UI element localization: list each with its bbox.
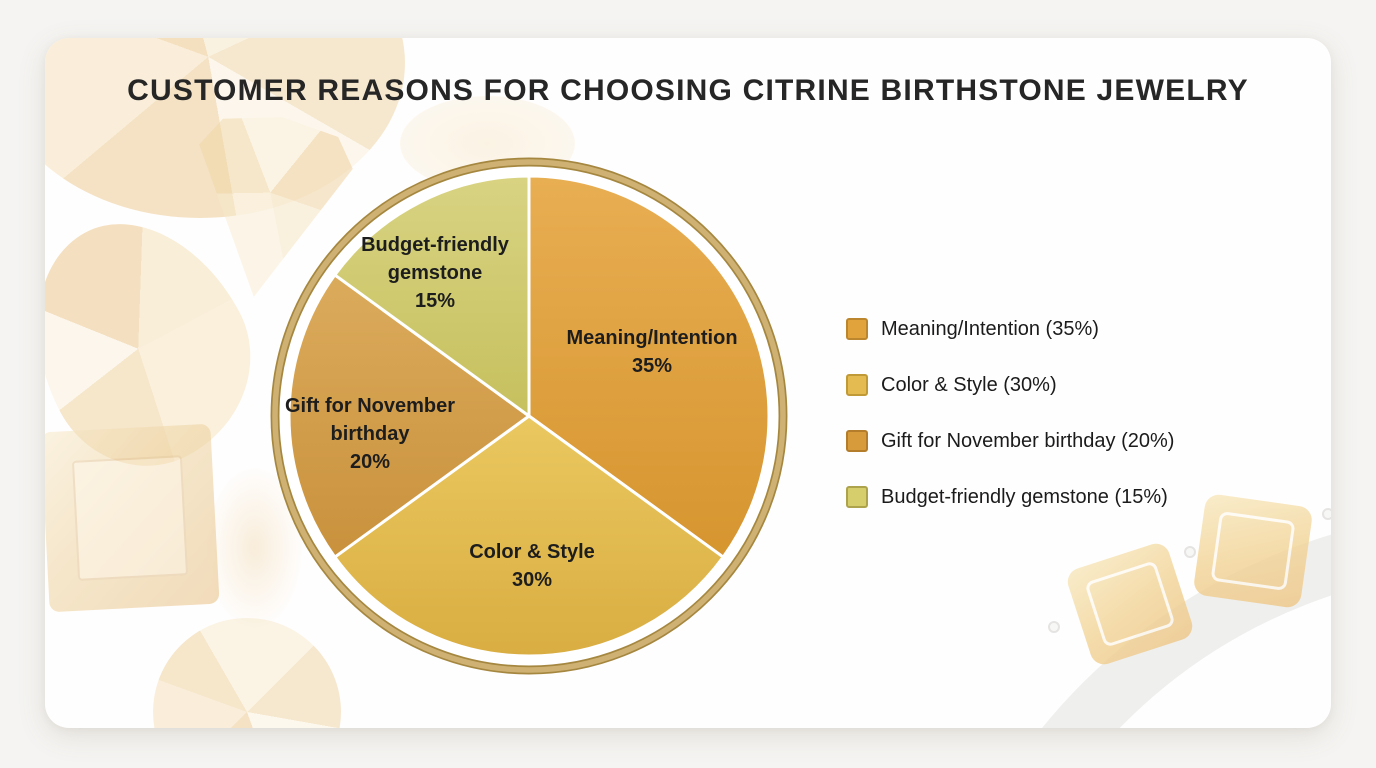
legend-item-budget-friendly-gemstone: Budget-friendly gemstone (15%) — [846, 486, 1174, 508]
legend-item-gift-for-november-birthday: Gift for November birthday (20%) — [846, 430, 1174, 452]
pie-slice-meaning-intention — [527, 174, 771, 559]
legend-item-meaning-intention: Meaning/Intention (35%) — [846, 318, 1174, 340]
ring-diamond-accent — [1048, 621, 1060, 633]
legend-label: Gift for November birthday (20%) — [881, 429, 1175, 452]
infographic-card: CUSTOMER REASONS FOR CHOOSING CITRINE BI… — [45, 38, 1331, 728]
pie-chart-svg — [270, 157, 788, 675]
ring-citrine-stone — [1192, 492, 1314, 610]
citrine-gem-pear — [45, 186, 288, 499]
pie-slice-color-style — [333, 414, 725, 658]
chart-legend: Meaning/Intention (35%) Color & Style (30… — [846, 318, 1174, 508]
legend-item-color-style: Color & Style (30%) — [846, 374, 1174, 396]
ring-citrine-stone — [1064, 540, 1196, 668]
page-title: CUSTOMER REASONS FOR CHOOSING CITRINE BI… — [127, 74, 1249, 107]
pie-slice-gift-for-november-birthday — [287, 273, 531, 559]
legend-label: Color & Style (30%) — [881, 373, 1057, 396]
citrine-gem-square — [45, 423, 220, 613]
jewelry-ring-image — [910, 510, 1331, 728]
legend-swatch-icon — [846, 430, 868, 452]
legend-label: Budget-friendly gemstone (15%) — [881, 485, 1168, 508]
ring-diamond-accent — [1184, 546, 1196, 558]
legend-swatch-icon — [846, 374, 868, 396]
ring-diamond-accent — [1322, 508, 1331, 520]
legend-swatch-icon — [846, 318, 868, 340]
pie-slice-budget-friendly-gemstone — [333, 174, 531, 418]
legend-label: Meaning/Intention (35%) — [881, 317, 1099, 340]
legend-swatch-icon — [846, 486, 868, 508]
pie-chart — [259, 146, 799, 686]
